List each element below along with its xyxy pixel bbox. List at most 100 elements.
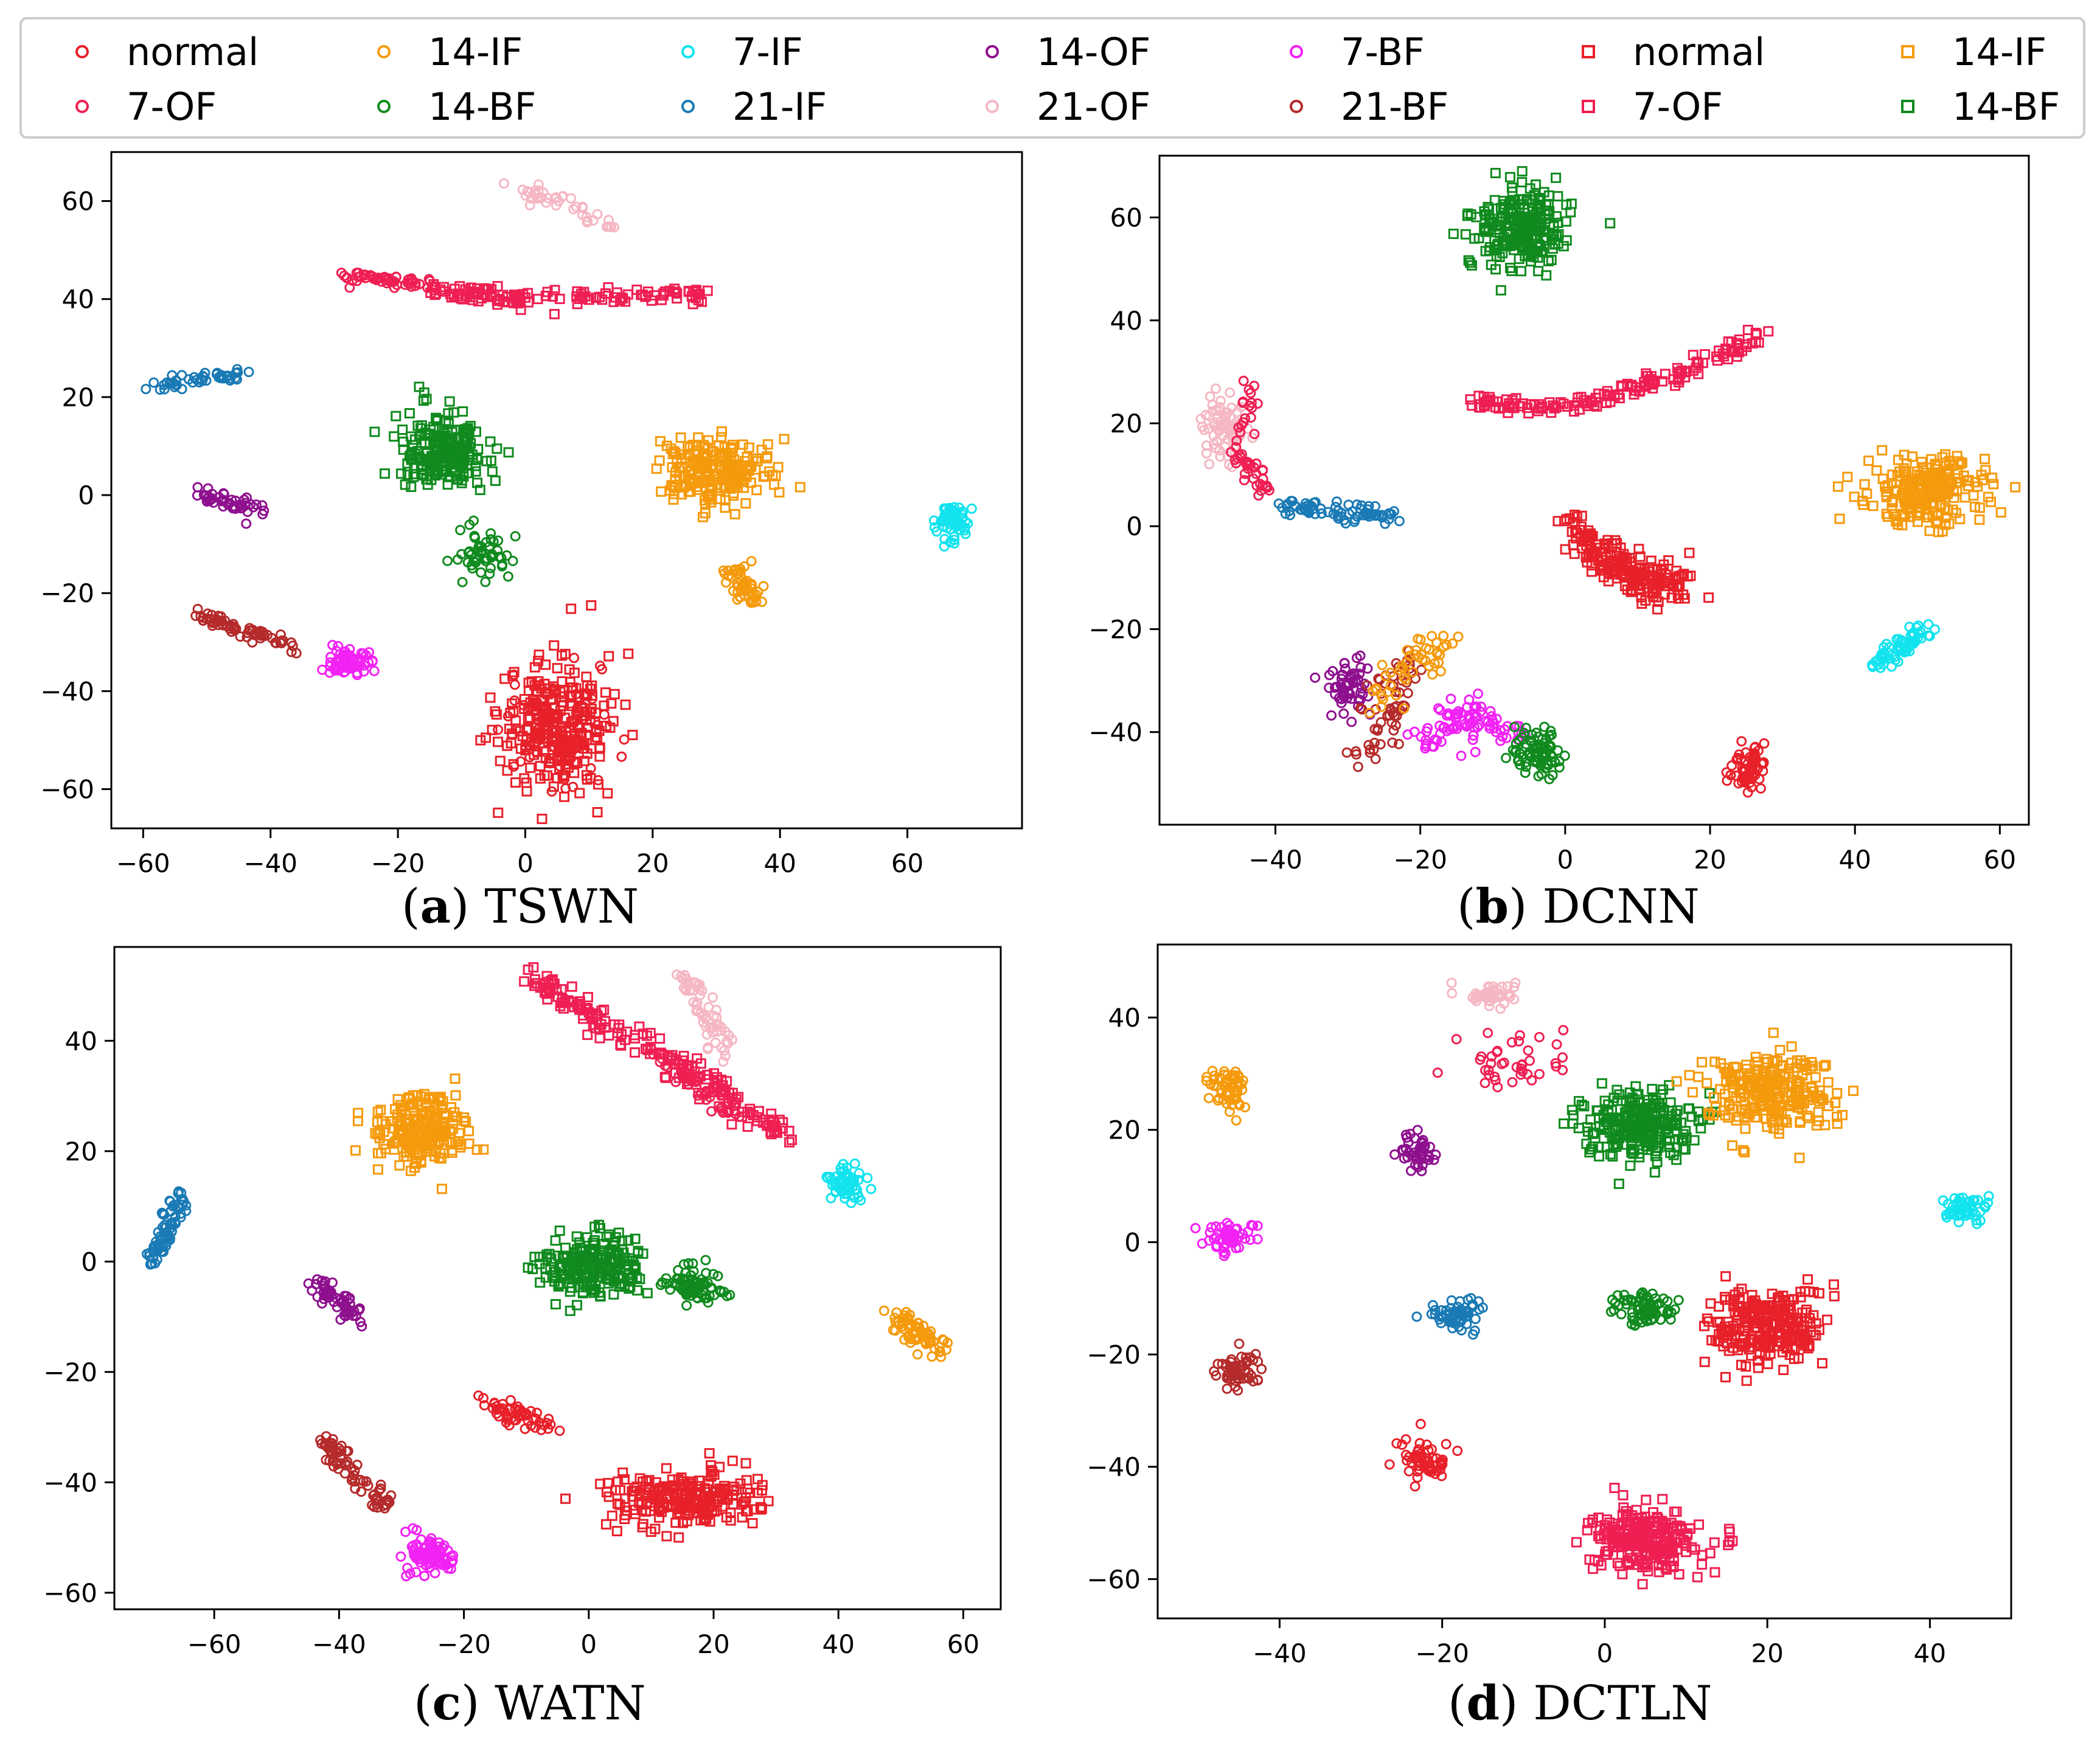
point-7-of-square: [519, 976, 530, 987]
point-14-bf-square: [1534, 239, 1545, 250]
point-14-bf-square: [397, 425, 408, 435]
point-14-bf-square: [1512, 213, 1523, 224]
point-21-of-circle: [1215, 451, 1226, 462]
point-14-if-circle: [1424, 644, 1434, 655]
point-14-bf-square: [1576, 1100, 1587, 1111]
point-7-bf-circle: [413, 1549, 424, 1560]
point-normal-circle: [502, 1414, 513, 1425]
point-14-bf-square: [503, 447, 514, 458]
point-14-bf-circle: [680, 1280, 691, 1291]
point-14-bf-square: [1671, 1154, 1682, 1165]
point-14-bf-square: [1486, 259, 1497, 270]
point-14-of-circle: [259, 505, 269, 516]
point-normal-square: [737, 1512, 748, 1523]
legend-label: 14-BF: [1952, 84, 2060, 129]
point-14-if-circle: [923, 1328, 934, 1339]
point-21-bf-circle: [214, 615, 224, 626]
point-21-bf-circle: [335, 1452, 346, 1463]
point-14-of-circle: [1362, 663, 1373, 674]
point-normal-square: [661, 1531, 672, 1542]
point-14-of-circle: [319, 1294, 330, 1305]
point-7-bf-circle: [1409, 726, 1420, 737]
point-7-of-square: [1763, 326, 1774, 337]
point-7-of-square: [580, 291, 591, 302]
point-14-if-square: [1849, 491, 1860, 502]
point-7-bf-circle: [429, 1556, 440, 1567]
point-14-if-square: [1988, 479, 1999, 490]
point-14-bf-square: [1551, 172, 1562, 183]
point-normal-square: [1599, 538, 1610, 549]
point-14-bf-square: [1628, 1114, 1639, 1125]
point-normal-square: [492, 737, 503, 747]
point-14-if-circle: [1435, 666, 1446, 677]
point-14-if-square: [1932, 515, 1943, 526]
point-14-if-square: [411, 1153, 422, 1163]
point-14-if-square: [1903, 502, 1914, 513]
point-7-bf-circle: [369, 665, 380, 676]
point-14-bf-square: [1462, 208, 1473, 219]
point-14-bf-square: [395, 468, 406, 479]
point-14-if-square: [729, 508, 740, 519]
legend-marker-square-icon: [1901, 100, 1914, 113]
point-7-of-square: [726, 1119, 737, 1130]
point-14-if-square: [396, 1115, 407, 1126]
point-normal-square: [592, 807, 603, 818]
point-7-of-square: [640, 291, 651, 302]
point-7-of-circle: [1534, 1069, 1545, 1080]
point-14-if-square: [396, 1104, 407, 1115]
point-14-bf-square: [448, 407, 459, 418]
point-14-of-circle: [320, 1283, 331, 1294]
point-14-of-circle: [1338, 708, 1349, 719]
legend-marker-square-icon: [1582, 45, 1595, 58]
point-14-if-square: [1914, 507, 1925, 518]
point-7-of-circle: [1264, 485, 1274, 496]
point-14-if-square: [394, 1160, 405, 1171]
point-14-if-circle: [1438, 631, 1449, 642]
point-14-bf-square: [574, 1253, 585, 1264]
point-normal-circle: [569, 716, 580, 727]
point-14-if-square: [720, 502, 731, 513]
point-7-if-circle: [1881, 639, 1892, 650]
point-7-of-square: [582, 1029, 593, 1040]
point-7-of-square: [541, 971, 552, 982]
point-14-if-square: [447, 1123, 458, 1134]
y-tick-label: −40: [40, 676, 94, 706]
point-14-bf-circle: [690, 1276, 701, 1287]
point-14-if-circle: [936, 1351, 947, 1362]
point-21-bf-circle: [1386, 717, 1397, 728]
point-14-if-circle: [891, 1307, 902, 1318]
point-normal-circle: [1744, 767, 1755, 778]
point-14-bf-circle: [1532, 751, 1543, 762]
point-14-if-square: [1983, 491, 1994, 502]
x-tick-label: −20: [437, 1629, 491, 1659]
y-tick-label: −20: [43, 1357, 97, 1387]
point-7-if-circle: [830, 1186, 841, 1197]
point-7-of-square: [701, 1069, 712, 1080]
point-normal-circle: [504, 1420, 515, 1431]
point-14-of-circle: [344, 1305, 355, 1316]
point-7-bf-circle: [405, 1568, 415, 1579]
point-14-bf-square: [1607, 1133, 1618, 1144]
point-14-if-square: [1901, 470, 1912, 480]
point-normal-square: [727, 1455, 738, 1466]
point-14-if-square: [372, 1148, 383, 1159]
point-14-if-square: [693, 432, 704, 443]
point-normal-circle: [554, 737, 565, 748]
point-14-if-circle: [1399, 703, 1410, 714]
y-tick-label: 40: [62, 285, 94, 314]
point-7-bf-circle: [424, 1562, 435, 1573]
point-21-of-circle: [720, 1050, 731, 1061]
point-7-of-circle: [336, 268, 347, 279]
point-14-if-square: [431, 1145, 442, 1156]
point-14-of-circle: [242, 507, 253, 518]
point-14-bf-square: [431, 412, 442, 423]
point-7-if-circle: [949, 532, 960, 543]
point-14-if-circle: [1453, 631, 1464, 642]
point-7-of-circle: [1251, 468, 1262, 479]
point-21-bf-circle: [350, 1483, 361, 1494]
legend-marker-circle-icon: [681, 100, 695, 113]
point-normal-circle: [502, 711, 513, 722]
point-14-bf-square: [618, 1247, 629, 1258]
point-7-of-circle: [1526, 1075, 1537, 1086]
point-7-of-circle: [1252, 398, 1263, 409]
